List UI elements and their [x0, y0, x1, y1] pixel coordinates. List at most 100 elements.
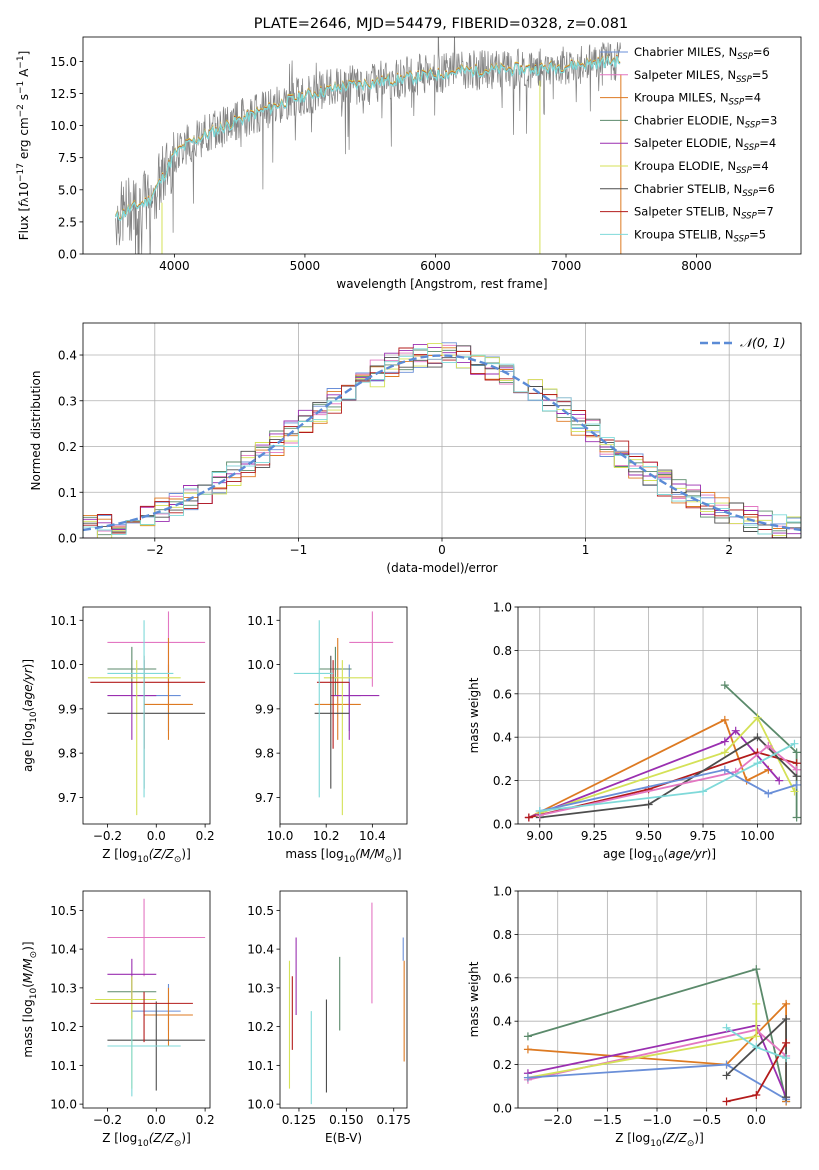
x-tick-label: −1.0	[642, 1113, 671, 1127]
y-tick-label: 10.0	[247, 658, 274, 672]
weight-marker-salpeter_elodie	[775, 776, 784, 785]
y-tick-label: 10.4	[50, 943, 77, 957]
y-axis-label: Flux [fλ10−17 erg cm−2 s−1 A−1]	[16, 51, 31, 241]
axes-frame	[279, 606, 408, 825]
x-tick-label: 9.75	[690, 829, 717, 843]
x-tick-label: 10.4	[359, 829, 386, 843]
x-tick-label: 10.0	[267, 829, 294, 843]
y-axis-label-text: Flux [	[17, 207, 31, 240]
legend-label: Chabrier ELODIE, NSSP=3	[634, 113, 777, 130]
weight-marker-salpeter_miles	[792, 765, 801, 774]
y-axis-label: mass [log10(M/M⊙)]	[21, 941, 39, 1057]
weight-marker-salpeter_stelib	[722, 1097, 731, 1106]
y-tick-label: 10.0	[50, 1098, 77, 1112]
panel-residuals: −2 −1 0 1 2 0.0 0.1 0.2 0.3 0.4 (data-model)/error…	[29, 322, 802, 575]
x-axis-label: Z [log10(Z/Z⊙)]	[615, 1131, 704, 1149]
y-tick-label: 0.1	[58, 486, 77, 500]
y-tick-label: 0.0	[493, 818, 512, 832]
weight-marker-chabrier_stelib	[782, 1015, 791, 1024]
weight-line-chabrier_stelib	[539, 736, 798, 819]
y-axis-label-text: mass weight	[467, 677, 481, 753]
y-tick-label: 9.8	[255, 747, 274, 761]
x-tick-label: −2.0	[543, 1113, 572, 1127]
legend-label: Kroupa MILES, NSSP=4	[634, 91, 761, 108]
x-axis-label-sub: 10	[137, 1139, 149, 1149]
y-tick-label: 10.5	[50, 904, 77, 918]
x-tick-label: 0.2	[196, 1113, 215, 1127]
plot-area	[87, 611, 206, 816]
y-axis-label-text: mass weight	[467, 961, 481, 1037]
x-axis-label-end: )]	[694, 1131, 703, 1145]
y-tick-label: 10.2	[247, 1020, 274, 1034]
model-spectrum-kroupa_stelib	[114, 55, 621, 222]
weight-marker-kroupa_elodie	[752, 999, 761, 1008]
weight-marker-chabrier_stelib	[782, 1093, 791, 1102]
weight-marker-chabrier_elodie	[720, 681, 729, 690]
panel-weight_vs_age: 9.00 9.25 9.50 9.75 10.00 0.0 0.2 0.4 0.6 0.8 1.0 m…	[467, 601, 802, 865]
x-axis-label-sub: 10	[137, 855, 149, 865]
x-tick-label: −1.5	[593, 1113, 622, 1127]
weight-marker-chabrier_miles	[722, 1060, 731, 1069]
x-tick-label: 9.00	[526, 829, 553, 843]
weight-marker-chabrier_elodie	[523, 1032, 532, 1041]
y-tick-label: 0.8	[493, 644, 512, 658]
plot-area	[523, 965, 791, 1106]
weight-marker-chabrier_stelib	[722, 1071, 731, 1080]
x-tick-label: 1	[582, 543, 590, 557]
weight-marker-salpeter_stelib	[782, 1038, 791, 1047]
y-tick-label: 0.0	[58, 248, 77, 262]
panel-age_vs_Z: −0.2 0.0 0.2 9.7 9.8 9.9 10.0 10.1 Z [log10(Z/Z⊙…	[21, 606, 215, 865]
normal-curve	[83, 354, 801, 532]
x-axis-label-rest: (Z/Z	[662, 1131, 688, 1145]
x-tick-label: 2	[725, 543, 733, 557]
panel-mass_vs_Z: −0.2 0.0 0.2 10.0 10.1 10.2 10.3 10.4 10.5 Z [log…	[21, 890, 215, 1149]
x-tick-label: 4000	[159, 259, 190, 273]
weight-marker-kroupa_stelib	[699, 787, 708, 796]
x-tick-label: 9.50	[635, 829, 662, 843]
y-axis-label-text: mass [log	[21, 999, 35, 1057]
weight-marker-kroupa_elodie	[790, 787, 799, 796]
weight-marker-chabrier_miles	[523, 1073, 532, 1082]
x-tick-label: −0.2	[93, 1113, 122, 1127]
weight-marker-chabrier_miles	[792, 780, 801, 789]
x-axis-label-end: )]	[392, 847, 401, 861]
y-tick-label: 15.0	[50, 55, 77, 69]
y-axis-label-text: age [log	[21, 723, 35, 772]
axes-frame	[517, 890, 802, 1109]
panel-spectrum: 4000 5000 6000 7000 8000 0.0 2.5 5.0 7.5 10.0 12.5…	[16, 36, 802, 291]
y-tick-label: 1.0	[493, 601, 512, 615]
y-tick-label: 0.2	[493, 1058, 512, 1072]
y-tick-label: 5.0	[58, 183, 77, 197]
weight-marker-chabrier_elodie	[792, 813, 801, 822]
weight-marker-kroupa_elodie	[753, 713, 762, 722]
y-tick-label: 0.6	[493, 687, 512, 701]
x-tick-label: 7000	[551, 259, 582, 273]
weight-marker-salpeter_stelib	[752, 1090, 761, 1099]
y-axis-label: age [log10(age/yr)]	[21, 659, 39, 772]
weight-marker-salpeter_elodie	[731, 726, 740, 735]
x-axis-label-sub: 10	[344, 855, 356, 865]
legend-label: Chabrier MILES, NSSP=6	[634, 45, 770, 62]
y-tick-label: 0.2	[58, 440, 77, 454]
y-tick-label: 0.4	[493, 731, 512, 745]
y-tick-label: 10.0	[50, 658, 77, 672]
y-tick-label: 10.2	[50, 1020, 77, 1034]
x-tick-label: 10.00	[740, 829, 774, 843]
axes-frame	[517, 606, 802, 825]
x-tick-label: 0.125	[282, 1113, 316, 1127]
figure-title: PLATE=2646, MJD=54479, FIBERID=0328, z=0…	[254, 16, 628, 32]
weight-line-chabrier_miles	[539, 768, 797, 812]
weight-marker-chabrier_stelib	[753, 733, 762, 742]
x-tick-label: 5000	[290, 259, 321, 273]
y-axis-label: mass weight	[467, 961, 481, 1037]
legend: Chabrier MILES, NSSP=6 Salpeter MILES, NS…	[600, 45, 777, 244]
x-tick-label: 6000	[420, 259, 451, 273]
y-tick-label: 10.0	[247, 1098, 274, 1112]
legend-label: Salpeter STELIB, NSSP=7	[634, 205, 774, 222]
weight-marker-kroupa_miles	[720, 715, 729, 724]
y-tick-label: 0.8	[493, 928, 512, 942]
x-tick-label: 0.0	[147, 1113, 166, 1127]
x-tick-label: 8000	[681, 259, 712, 273]
axes-frame	[82, 36, 802, 255]
y-tick-label: 9.9	[255, 702, 274, 716]
